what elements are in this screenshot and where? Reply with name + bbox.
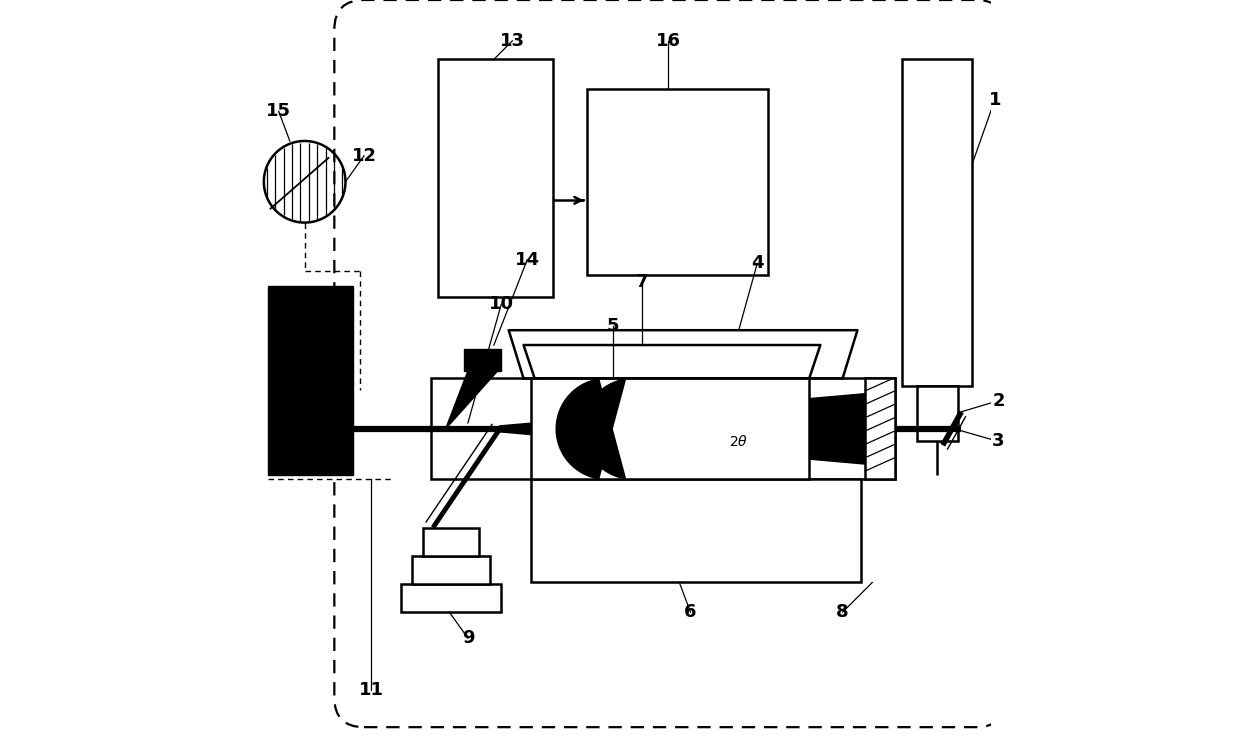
- Bar: [531, 378, 810, 479]
- Text: 7: 7: [636, 273, 649, 291]
- Text: 8: 8: [836, 603, 849, 621]
- Bar: [423, 528, 479, 556]
- Text: 14: 14: [515, 251, 539, 269]
- Bar: [587, 89, 769, 275]
- Bar: [916, 386, 957, 441]
- Polygon shape: [500, 393, 867, 464]
- Text: 11: 11: [358, 681, 384, 699]
- Text: 12: 12: [351, 147, 377, 165]
- Text: 6: 6: [684, 603, 697, 621]
- Bar: [268, 286, 353, 475]
- Text: 1: 1: [988, 91, 1001, 109]
- Text: 5: 5: [606, 318, 619, 335]
- Polygon shape: [445, 371, 497, 429]
- FancyBboxPatch shape: [335, 0, 1006, 727]
- Bar: [864, 378, 894, 479]
- Text: 3: 3: [992, 433, 1004, 450]
- Text: 10: 10: [489, 295, 513, 313]
- Polygon shape: [557, 379, 625, 479]
- Bar: [438, 59, 553, 297]
- Text: 9: 9: [461, 629, 474, 647]
- Bar: [430, 378, 894, 479]
- Bar: [531, 479, 861, 582]
- Text: 2: 2: [992, 392, 1004, 410]
- Text: 15: 15: [267, 102, 291, 120]
- Bar: [901, 59, 972, 386]
- Bar: [412, 556, 490, 584]
- Bar: [464, 349, 501, 371]
- Text: $2\theta$: $2\theta$: [729, 434, 748, 449]
- Text: 13: 13: [500, 32, 525, 50]
- Text: 16: 16: [656, 32, 681, 50]
- Text: 4: 4: [751, 255, 764, 272]
- Bar: [401, 584, 501, 612]
